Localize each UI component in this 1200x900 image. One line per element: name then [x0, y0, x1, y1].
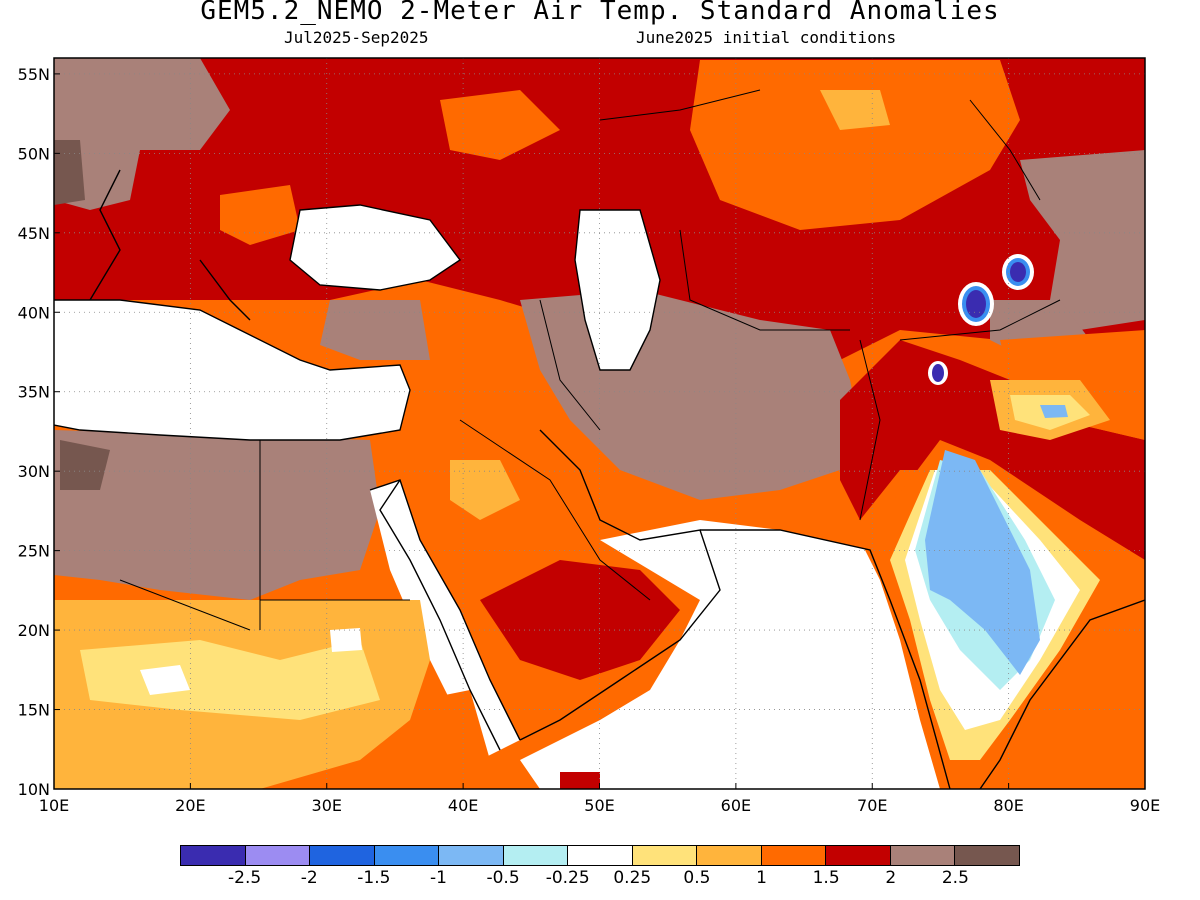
legend-swatch	[245, 846, 311, 865]
legend-label: 1.5	[812, 868, 840, 888]
region-light-orange-russia	[820, 90, 890, 130]
region-orange-balkans	[220, 185, 300, 245]
region-orange-ethiopia	[400, 690, 490, 789]
region-orange-russia-w	[440, 90, 560, 160]
y-tick-label: 45N	[18, 224, 50, 243]
region-brown-turkey	[320, 300, 430, 360]
y-tick-label: 10N	[18, 780, 50, 799]
axis-labels: 10E 20E 30E 40E 50E 60E 70E 80E 90E 10N 15N 20N 25N 3…	[18, 65, 1161, 815]
legend-swatch	[890, 846, 956, 865]
legend-label: 2.5	[941, 868, 969, 888]
legend-swatch	[310, 846, 375, 865]
legend-label: 1	[756, 868, 767, 888]
x-tick-label: 90E	[1130, 796, 1160, 815]
legend-swatch	[374, 846, 440, 865]
legend-label: -2.5	[228, 868, 262, 888]
x-tick-label: 70E	[857, 796, 887, 815]
legend-label: -0.25	[545, 868, 590, 888]
region-brown-dark-europe	[54, 140, 85, 205]
region-blue-tibet	[1040, 405, 1068, 418]
region-blue-india	[925, 450, 1040, 675]
x-tick-label: 50E	[584, 796, 614, 815]
region-yellow-sahel	[80, 640, 380, 720]
y-tick-label: 15N	[18, 701, 50, 720]
legend-swatch	[826, 846, 891, 865]
legend-label: 0.25	[613, 868, 652, 888]
legend-swatch	[761, 846, 827, 865]
sea-red	[370, 480, 520, 760]
map-title: GEM5.2_NEMO 2-Meter Air Temp. Standard A…	[200, 0, 1000, 26]
x-tick-label: 20E	[175, 796, 205, 815]
legend-swatch	[697, 846, 762, 865]
y-tick-label: 30N	[18, 462, 50, 481]
y-tick-label: 20N	[18, 621, 50, 640]
legend-swatch	[503, 846, 569, 865]
y-tick-label: 55N	[18, 65, 50, 84]
coastlines	[54, 169, 1145, 789]
gridlines	[54, 58, 1145, 789]
region-red-yemen	[560, 772, 600, 789]
spot-cold-3b	[932, 364, 944, 382]
region-red-pakistan	[840, 340, 1145, 560]
region-white-sahel-1	[140, 665, 190, 695]
sea-black	[290, 205, 460, 290]
region-brown-west-europe	[54, 58, 230, 210]
initial-conditions: June2025 initial conditions	[636, 28, 897, 47]
sea-mediterranean	[54, 300, 410, 440]
spot-cold-1c	[966, 290, 986, 318]
region-orange-russia	[690, 60, 1020, 230]
x-tick-label: 30E	[312, 796, 342, 815]
legend-swatch	[181, 846, 246, 865]
spot-cold-2c	[1010, 262, 1026, 282]
x-tick-label: 60E	[721, 796, 751, 815]
legend-label: -1	[429, 868, 447, 888]
legend-label: -2	[300, 868, 318, 888]
region-dark-red-arabia-s	[480, 560, 680, 680]
region-dark-brown-sahara	[60, 440, 110, 490]
x-tick-label: 80E	[993, 796, 1023, 815]
forecast-period: Jul2025-Sep2025	[284, 28, 429, 47]
x-tick-label: 40E	[448, 796, 478, 815]
y-tick-label: 40N	[18, 303, 50, 322]
legend-swatch	[632, 846, 698, 865]
tick-marks	[53, 73, 1146, 790]
y-tick-label: 50N	[18, 144, 50, 163]
region-brown-kazakh-east	[1020, 150, 1145, 330]
sea-caspian	[575, 210, 660, 370]
y-tick-label: 35N	[18, 383, 50, 402]
region-white-sahel-2	[330, 628, 362, 652]
color-legend	[180, 845, 1020, 866]
x-tick-label: 10E	[39, 796, 69, 815]
legend-label: 0.5	[683, 868, 711, 888]
region-light-orange-arabia	[450, 460, 520, 520]
legend-swatch	[439, 846, 504, 865]
region-brown-sahara	[54, 430, 380, 600]
legend-swatch	[955, 846, 1019, 865]
sea-arabian	[520, 520, 950, 789]
legend-swatch	[568, 846, 633, 865]
y-tick-label: 25N	[18, 542, 50, 561]
country-borders	[119, 89, 1061, 631]
legend-label: -0.5	[486, 868, 520, 888]
legend-label: 2	[885, 868, 897, 888]
legend-label: -1.5	[357, 868, 391, 888]
